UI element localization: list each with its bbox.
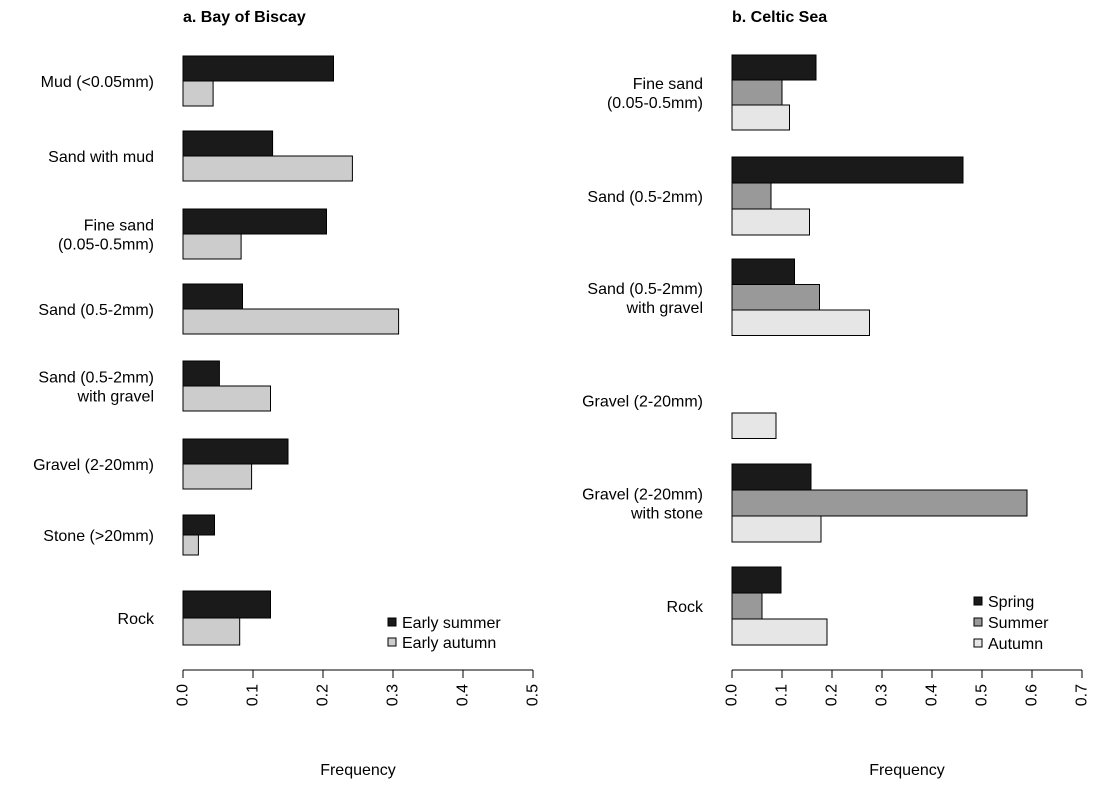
bar-early-summer-7 [182, 590, 271, 619]
category-label: with stone [630, 506, 703, 523]
category-label: Rock [667, 599, 704, 616]
x-tick-label: 0.1 [245, 684, 262, 706]
bar-autumn-5 [731, 618, 828, 646]
x-tick-label: 0.3 [874, 684, 891, 706]
bar-early-summer-6 [182, 514, 215, 536]
legend-label: Early summer [402, 615, 501, 632]
category-label: Sand (0.5-2mm) [38, 302, 154, 319]
legend-swatch-early-summer [387, 617, 397, 627]
legend: Early summer Early autumn [387, 615, 501, 652]
bar-early-autumn-2 [182, 233, 242, 260]
bar-early-autumn-1 [182, 155, 353, 182]
x-tick-label: 0.7 [1074, 684, 1091, 706]
category-label: Gravel (2-20mm) [33, 457, 154, 474]
bar-summer-0 [731, 79, 783, 106]
bar-summer-4 [731, 489, 1028, 517]
x-tick-label: 0.5 [525, 684, 542, 706]
legend-label: Spring [988, 594, 1034, 611]
bar-spring-4 [731, 463, 812, 491]
bar-spring-2 [731, 258, 795, 285]
bar-spring-1 [731, 156, 964, 184]
category-label: Gravel (2-20mm) [582, 487, 703, 504]
x-tick-label: 0.5 [974, 684, 991, 706]
category-label: Sand (0.5-2mm) [587, 189, 703, 206]
bar-early-autumn-7 [182, 617, 241, 646]
x-tick-label: 0.0 [175, 684, 192, 706]
chart-panel-0: a. Bay of Biscay Mud (<0.05mm) Sand with m… [33, 9, 541, 779]
category-label: Sand with mud [48, 149, 154, 166]
legend-label: Early autumn [402, 635, 496, 652]
x-tick-label: 0.0 [724, 684, 741, 706]
bar-early-summer-1 [182, 130, 274, 157]
bar-early-autumn-4 [182, 385, 271, 412]
x-tick-label: 0.6 [1024, 684, 1041, 706]
legend-label: Autumn [988, 636, 1043, 653]
category-label: Fine sand [633, 76, 703, 93]
x-tick-label: 0.1 [774, 684, 791, 706]
bar-summer-2 [731, 284, 820, 311]
bar-autumn-2 [731, 309, 870, 336]
bar-spring-5 [731, 566, 782, 594]
legend-label: Summer [988, 615, 1049, 632]
bar-autumn-0 [731, 104, 790, 131]
legend-swatch-spring [973, 596, 983, 606]
bar-early-autumn-3 [182, 308, 400, 335]
bar-early-autumn-6 [182, 534, 199, 556]
category-label: Gravel (2-20mm) [582, 393, 703, 410]
category-label: Mud (<0.05mm) [41, 74, 154, 91]
category-label: Sand (0.5-2mm) [587, 281, 703, 298]
category-label: (0.05-0.5mm) [607, 95, 703, 112]
legend-swatch-summer [973, 617, 983, 627]
category-label: Rock [118, 611, 155, 628]
bar-early-autumn-0 [182, 80, 214, 107]
bar-autumn-4 [731, 515, 822, 543]
x-tick-label: 0.3 [385, 684, 402, 706]
chart-title: a. Bay of Biscay [183, 9, 306, 26]
bar-summer-5 [731, 592, 763, 620]
legend: Spring Summer Autumn [973, 594, 1049, 653]
bar-autumn-3 [731, 412, 777, 439]
bar-summer-1 [731, 182, 772, 210]
category-label: Stone (>20mm) [43, 528, 154, 545]
bar-autumn-1 [731, 208, 810, 236]
category-label: with gravel [626, 300, 703, 317]
legend-swatch-autumn [973, 638, 983, 648]
category-label: with gravel [77, 389, 154, 406]
category-label: Fine sand [84, 218, 154, 235]
category-label: (0.05-0.5mm) [58, 237, 154, 254]
x-tick-label: 0.4 [924, 684, 941, 706]
x-tick-label: 0.2 [824, 684, 841, 706]
x-axis-title: Frequency [320, 762, 396, 779]
bar-early-summer-3 [182, 283, 243, 310]
bar-early-summer-5 [182, 438, 289, 465]
x-tick-label: 0.4 [455, 684, 472, 706]
bar-early-summer-0 [182, 55, 334, 82]
chart-panel-1: b. Celtic Sea Fine sand (0.05-0.5mm) Sand (… [582, 9, 1090, 779]
category-label: Sand (0.5-2mm) [38, 370, 154, 387]
x-axis-title: Frequency [869, 762, 945, 779]
bar-early-autumn-5 [182, 463, 253, 490]
bar-early-summer-4 [182, 360, 220, 387]
chart-title: b. Celtic Sea [732, 9, 827, 26]
x-tick-label: 0.2 [315, 684, 332, 706]
bar-early-summer-2 [182, 208, 327, 235]
bar-spring-0 [731, 54, 817, 81]
legend-swatch-early-autumn [387, 637, 397, 647]
